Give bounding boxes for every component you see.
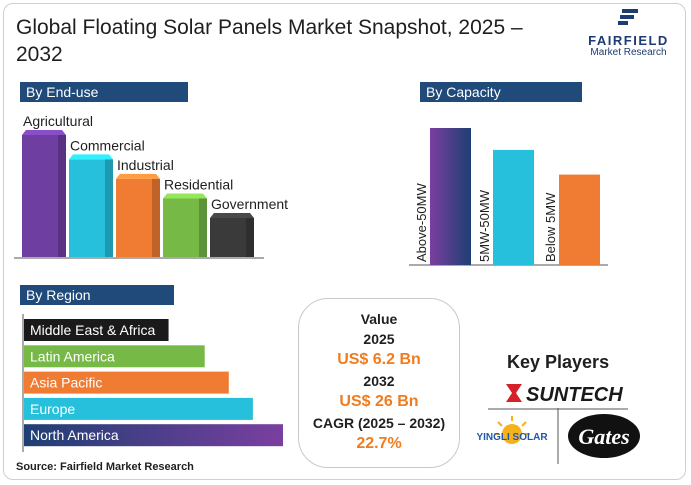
capacity-bar-below-5mw xyxy=(559,174,600,265)
end-use-label-residential: Residential xyxy=(164,176,233,192)
region-label-latin-america: Latin America xyxy=(30,348,115,364)
end-use-bar-commercial xyxy=(69,154,113,257)
gates-logo-emblem xyxy=(568,414,640,458)
year-start: 2025 xyxy=(363,331,395,347)
year-end: 2032 xyxy=(363,373,395,389)
value-label: Value xyxy=(360,311,398,327)
suntech-logo-icon xyxy=(506,384,522,402)
value-end: US$ 26 Bn xyxy=(339,393,419,410)
cagr-value: 22.7% xyxy=(356,435,402,452)
capacity-bar-above-50mw xyxy=(430,128,471,265)
capacity-label-below-5mw: Below 5MW xyxy=(543,192,558,262)
capacity-bar-5mw-50mw xyxy=(493,149,534,265)
end-use-label-agricultural: Agricultural xyxy=(23,113,93,129)
region-label-middle-east-africa: Middle East & Africa xyxy=(30,322,155,338)
region-bar-north-america xyxy=(24,424,283,447)
source-note: Source: Fairfield Market Research xyxy=(16,461,194,473)
region-bar-europe xyxy=(24,397,253,420)
gates-logo-text: Gates xyxy=(578,424,629,449)
suntech-logo: SUNTECH xyxy=(506,384,623,406)
cagr-label: CAGR (2025 – 2032) xyxy=(312,415,446,431)
snapshot-frame xyxy=(3,3,686,480)
end-use-bar-residential xyxy=(163,193,207,257)
end-use-label-commercial: Commercial xyxy=(70,137,145,153)
gates-logo: Gates xyxy=(568,414,640,458)
sun-icon xyxy=(494,416,530,444)
logo-name: FAIRFIELD xyxy=(588,33,669,48)
region-bar-latin-america xyxy=(24,345,205,368)
section-header-end-use: By End-use xyxy=(16,82,188,102)
yingli-solar-logo: YINGLI SOLAR xyxy=(476,416,548,444)
value-start: US$ 6.2 Bn xyxy=(337,351,421,368)
logo-subtitle: Market Research xyxy=(590,47,667,58)
key-players-vdivider xyxy=(557,408,559,464)
region-bar-middle-east-africa xyxy=(24,319,169,341)
end-use-bar-government xyxy=(210,212,254,257)
key-players-title: Key Players xyxy=(507,352,610,372)
market-value-box: Value 2025 US$ 6.2 Bn 2032 US$ 26 Bn CAG… xyxy=(298,298,460,468)
region-label-europe: Europe xyxy=(30,401,75,417)
end-use-label-industrial: Industrial xyxy=(117,157,174,173)
capacity-label-above-50mw: Above-50MW xyxy=(414,183,429,262)
fairfield-logo-icon xyxy=(617,9,638,25)
end-use-bar-industrial xyxy=(116,173,160,257)
region-bar-asia-pacific xyxy=(24,371,229,394)
yingli-logo-text: YINGLI SOLAR xyxy=(476,432,548,443)
capacity-label-5mw-50mw: 5MW-50MW xyxy=(477,189,492,262)
section-header-region: By Region xyxy=(16,285,174,305)
region-label-north-america: North America xyxy=(30,427,119,443)
end-use-label-government: Government xyxy=(211,196,288,212)
brand-logo: FAIRFIELD Market Research xyxy=(576,8,681,58)
section-header-capacity: By Capacity xyxy=(416,82,582,102)
page-title: Global Floating Solar Panels Market Snap… xyxy=(16,16,523,66)
region-label-asia-pacific: Asia Pacific xyxy=(30,375,102,391)
end-use-bar-agricultural xyxy=(22,130,66,257)
suntech-logo-text: SUNTECH xyxy=(526,384,623,406)
